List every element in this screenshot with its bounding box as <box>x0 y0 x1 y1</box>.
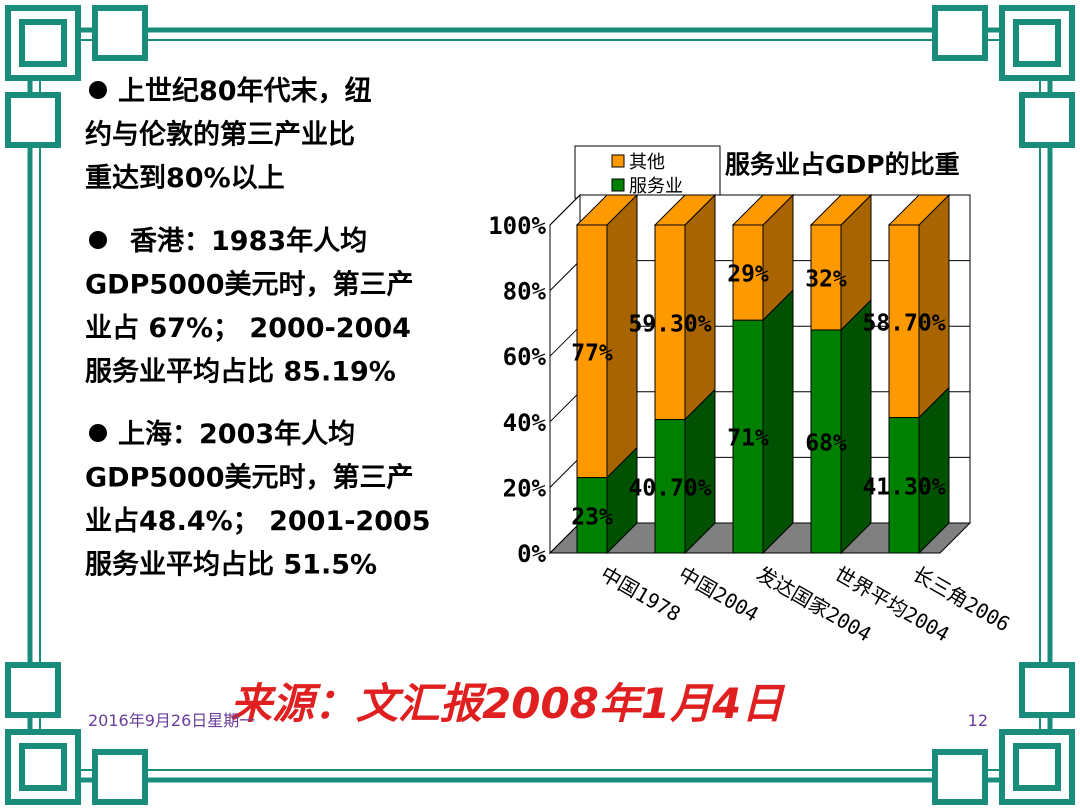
bullet-line: GDP5000美元时，第三产 <box>85 269 414 301</box>
bar-side <box>762 288 794 555</box>
bullet-line: 香港：1983年人均 <box>130 225 367 257</box>
bullet-dot <box>89 424 107 442</box>
bullet-line: 服务业平均占比 85.19% <box>85 357 396 388</box>
legend-label: 其他 <box>629 152 665 173</box>
legend-swatch <box>611 178 625 192</box>
bullet-dot <box>89 81 107 99</box>
footer-date: 2016年9月26日星期一 <box>88 711 255 730</box>
frame <box>27 27 1053 783</box>
value-label: 71% <box>727 426 769 452</box>
bar-top <box>575 194 639 226</box>
corner-ornaments <box>5 5 1075 805</box>
bullet-line: 约与伦敦的第三产业比 <box>85 119 355 151</box>
bar-side <box>840 298 872 555</box>
bar-front <box>732 319 764 554</box>
bullet-dot <box>89 231 107 249</box>
bar-front <box>810 224 842 331</box>
bar-front <box>888 417 920 554</box>
bar-side <box>918 193 950 419</box>
bullet-line: 服务业平均占比 51.5% <box>85 550 377 581</box>
value-label: 41.30% <box>862 474 945 500</box>
grid-line <box>549 194 970 226</box>
value-label: 59.30% <box>628 311 711 337</box>
value-label: 29% <box>727 262 769 288</box>
bar-top <box>809 194 873 226</box>
bar-front <box>654 419 686 554</box>
bullet-line: 上海：2003年人均 <box>118 418 355 450</box>
bar-top <box>887 194 951 226</box>
y-tick-label: 100% <box>488 212 546 240</box>
source: 来源：文汇报2008年1月4日 <box>230 679 785 728</box>
value-label: 68% <box>805 430 847 456</box>
bullet-line: 上世纪80年代末，纽 <box>118 75 372 107</box>
bullet-line: 业占48.4%； 2001-2005 <box>85 506 431 537</box>
value-label: 58.70% <box>862 310 945 336</box>
legend-swatch <box>611 154 625 168</box>
y-tick-label: 60% <box>503 343 547 371</box>
bullet-line: 重达到80%以上 <box>85 163 285 194</box>
y-tick-label: 80% <box>503 278 547 306</box>
value-label: 40.70% <box>628 475 711 501</box>
page-number: 12 <box>968 711 988 730</box>
value-label: 32% <box>805 266 847 292</box>
y-tick-label: 0% <box>517 540 546 568</box>
chart-title: 服务业占GDP的比重 <box>725 150 960 179</box>
y-tick-label: 40% <box>503 409 547 437</box>
bar-top <box>653 194 717 226</box>
bar-front <box>810 329 842 554</box>
value-label: 23% <box>571 504 613 530</box>
bar-front <box>732 224 764 321</box>
bar-front <box>888 224 920 419</box>
side-wall <box>549 193 581 555</box>
bar-top <box>731 194 795 226</box>
bullet-line: GDP5000美元时，第三产 <box>85 462 414 494</box>
value-label: 77% <box>571 340 613 366</box>
legend-label: 服务业 <box>629 176 683 197</box>
y-tick-label: 20% <box>503 474 547 502</box>
bar-side <box>684 193 716 421</box>
bar-front <box>654 224 686 421</box>
legend-box <box>574 145 721 199</box>
bar-front <box>576 477 608 554</box>
bullet-line: 业占 67%； 2000-2004 <box>85 313 411 344</box>
